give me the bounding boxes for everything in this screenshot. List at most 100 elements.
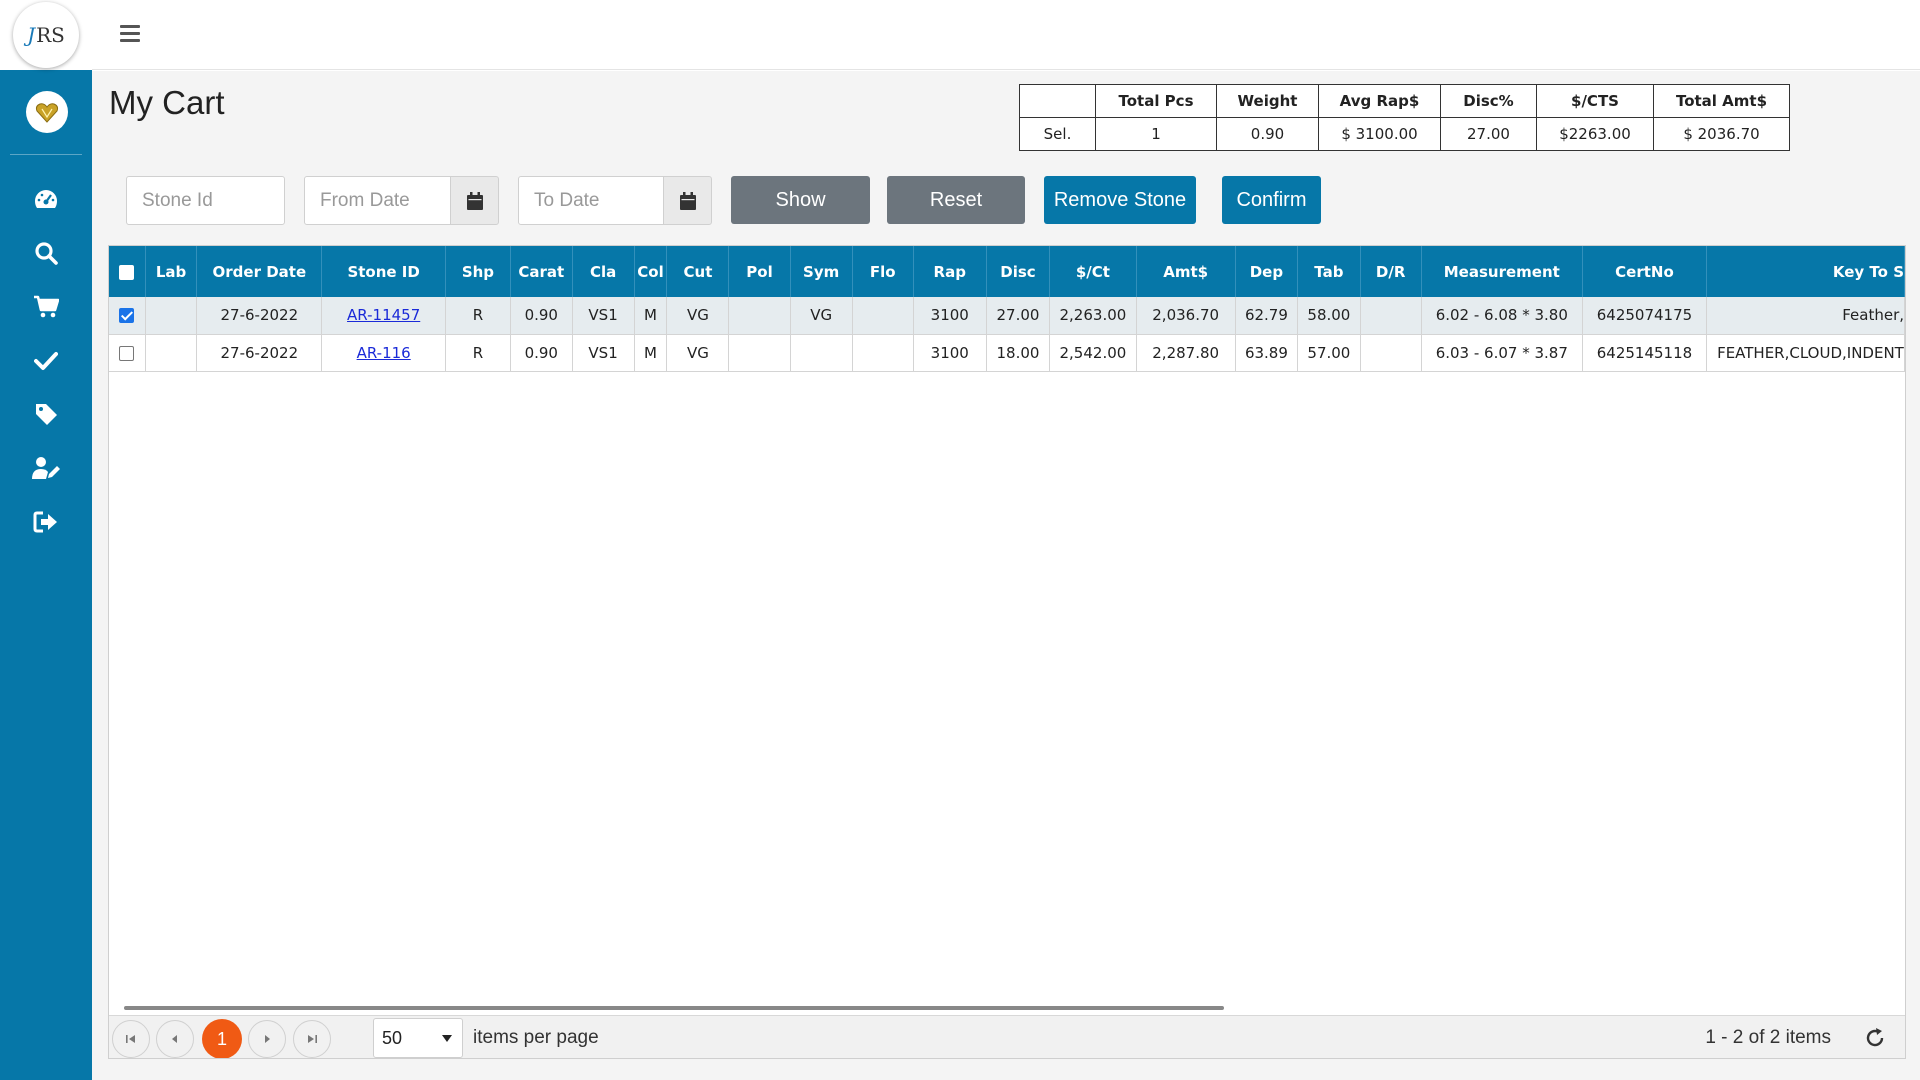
column-header-per-ct[interactable]: $/Ct (1049, 246, 1137, 297)
from-date-input[interactable]: From Date (304, 176, 451, 225)
row-checkbox[interactable] (119, 308, 135, 324)
column-header-col[interactable]: Col (634, 246, 668, 297)
cell-tab: 58.00 (1297, 297, 1361, 335)
items-per-page-label: items per page (473, 1027, 599, 1048)
column-header-amt[interactable]: Amt$ (1136, 246, 1236, 297)
cart-icon[interactable] (30, 291, 62, 323)
row-select-cell (109, 297, 146, 335)
column-header-cut[interactable]: Cut (666, 246, 730, 297)
first-page-button[interactable] (112, 1020, 150, 1058)
cell-cut: VG (666, 297, 730, 335)
table-row[interactable]: 27-6-2022 AR-11457 R 0.90 VS1 M VG VG 31… (109, 297, 1905, 335)
search-icon[interactable] (30, 237, 62, 269)
page-size-select[interactable]: 50 (373, 1018, 463, 1058)
next-page-icon (265, 1035, 270, 1043)
previous-page-button[interactable] (156, 1020, 194, 1058)
sidebar-divider (10, 154, 82, 155)
stone-id-link[interactable]: AR-116 (356, 343, 411, 362)
column-header-carat[interactable]: Carat (510, 246, 573, 297)
cell-per-ct: 2,263.00 (1049, 297, 1137, 335)
column-header-lab[interactable]: Lab (145, 246, 198, 297)
horizontal-scrollbar[interactable] (124, 1006, 1224, 1010)
cart-grid: Lab Order Date Stone ID Shp Carat Cla Co… (108, 245, 1906, 1059)
column-header-cla[interactable]: Cla (572, 246, 635, 297)
brand-logo[interactable]: J RS (13, 2, 79, 68)
confirm-button[interactable]: Confirm (1222, 176, 1321, 224)
cell-order-date: 27-6-2022 (196, 297, 323, 335)
cell-shp: R (445, 297, 511, 335)
from-date-calendar-button[interactable] (450, 176, 499, 225)
stone-id-link[interactable]: AR-11457 (347, 306, 421, 325)
column-header-order-date[interactable]: Order Date (196, 246, 323, 297)
cell-dep: 62.79 (1235, 297, 1299, 335)
column-header-shp[interactable]: Shp (445, 246, 511, 297)
column-header-pol[interactable]: Pol (728, 246, 791, 297)
hamburger-menu-icon[interactable] (120, 25, 140, 43)
cell-stone-id: AR-116 (321, 334, 446, 372)
cell-amt: 2,036.70 (1136, 297, 1236, 335)
page-size-value: 50 (382, 1027, 403, 1048)
column-header-tab[interactable]: Tab (1297, 246, 1361, 297)
select-all-checkbox[interactable] (119, 264, 135, 280)
cell-amt: 2,287.80 (1136, 334, 1236, 372)
remove-stone-button[interactable]: Remove Stone (1044, 176, 1196, 224)
summary-header: $/CTS (1536, 84, 1654, 118)
heart-gem-icon (35, 103, 59, 123)
show-button[interactable]: Show (731, 176, 870, 224)
column-header-rap[interactable]: Rap (913, 246, 987, 297)
row-select-cell (109, 334, 146, 372)
column-header-key-to-symbols[interactable]: Key To S (1706, 246, 1905, 297)
tag-icon[interactable] (30, 398, 62, 430)
cell-flo (852, 297, 914, 335)
cell-col: M (634, 334, 668, 372)
logo-text: RS (36, 23, 65, 47)
cell-measurement: 6.03 - 6.07 * 3.87 (1421, 334, 1583, 372)
check-icon[interactable] (30, 345, 62, 377)
last-page-button[interactable] (293, 1020, 331, 1058)
next-page-button[interactable] (248, 1020, 286, 1058)
selection-summary-table: Total Pcs Weight Avg Rap$ Disc% $/CTS To… (1019, 84, 1790, 151)
cell-cla: VS1 (572, 334, 635, 372)
to-date-calendar-button[interactable] (663, 176, 712, 225)
stone-id-input[interactable]: Stone Id (126, 176, 285, 225)
cell-dr (1360, 297, 1422, 335)
cell-dep: 63.89 (1235, 334, 1299, 372)
column-header-dep[interactable]: Dep (1235, 246, 1299, 297)
avatar[interactable] (26, 91, 68, 133)
user-edit-icon[interactable] (30, 452, 62, 484)
column-header-flo[interactable]: Flo (852, 246, 914, 297)
summary-header (1019, 84, 1096, 118)
cell-dr (1360, 334, 1422, 372)
column-header-measurement[interactable]: Measurement (1421, 246, 1583, 297)
cell-pol (728, 334, 791, 372)
dashboard-icon[interactable] (30, 183, 62, 215)
calendar-icon (466, 191, 483, 210)
cell-pol (728, 297, 791, 335)
to-date-input[interactable]: To Date (518, 176, 664, 225)
cell-lab (145, 297, 198, 335)
row-checkbox[interactable] (119, 345, 135, 361)
cell-key-to-symbols: Feather, (1706, 297, 1905, 335)
refresh-icon[interactable] (1863, 1026, 1887, 1050)
summary-cell: 1 (1095, 117, 1217, 151)
table-row[interactable]: 27-6-2022 AR-116 R 0.90 VS1 M VG 3100 18… (109, 334, 1905, 372)
logout-icon[interactable] (30, 506, 62, 538)
column-header-stone-id[interactable]: Stone ID (321, 246, 446, 297)
summary-header: Total Amt$ (1653, 84, 1790, 118)
column-header-sym[interactable]: Sym (790, 246, 853, 297)
cell-stone-id: AR-11457 (321, 297, 446, 335)
column-header-cert-no[interactable]: CertNo (1582, 246, 1708, 297)
calendar-icon (679, 191, 696, 210)
column-header-disc[interactable]: Disc (986, 246, 1051, 297)
summary-cell: 0.90 (1216, 117, 1319, 151)
cell-shp: R (445, 334, 511, 372)
cell-key-to-symbols: FEATHER,CLOUD,INDENT (1706, 334, 1905, 372)
sidebar: J RS (0, 0, 92, 1080)
column-header-dr[interactable]: D/R (1360, 246, 1422, 297)
summary-header: Avg Rap$ (1318, 84, 1441, 118)
cell-order-date: 27-6-2022 (196, 334, 323, 372)
summary-header: Disc% (1440, 84, 1537, 118)
cell-sym: VG (790, 297, 853, 335)
reset-button[interactable]: Reset (887, 176, 1025, 224)
current-page-button[interactable]: 1 (202, 1019, 242, 1058)
